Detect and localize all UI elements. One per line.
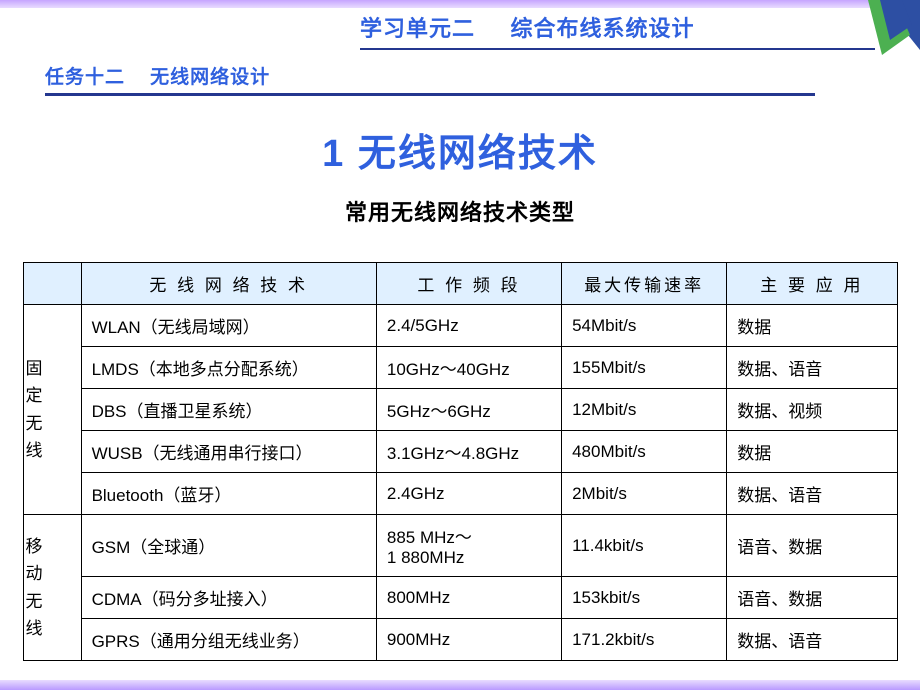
cell-band: 5GHz～6GHz bbox=[376, 389, 561, 431]
cell-rate: 153kbit/s bbox=[562, 577, 727, 619]
cell-app: 数据、语音 bbox=[727, 347, 897, 389]
table-row: Bluetooth（蓝牙）2.4GHz2Mbit/s数据、语音 bbox=[23, 473, 897, 515]
table-row: WUSB（无线通用串行接口）3.1GHz～4.8GHz480Mbit/s数据 bbox=[23, 431, 897, 473]
group-label-char: 无 bbox=[26, 410, 79, 437]
cell-tech: WLAN（无线局域网） bbox=[81, 305, 376, 347]
task-underline bbox=[45, 93, 815, 96]
unit-title: 学习单元二 综合布线系统设计 bbox=[360, 11, 695, 43]
cell-tech: WUSB（无线通用串行接口） bbox=[81, 431, 376, 473]
header-band: 工 作 频 段 bbox=[376, 263, 561, 305]
cell-band: 3.1GHz～4.8GHz bbox=[376, 431, 561, 473]
header-app: 主 要 应 用 bbox=[727, 263, 897, 305]
cell-rate: 54Mbit/s bbox=[562, 305, 727, 347]
cell-tech: CDMA（码分多址接入） bbox=[81, 577, 376, 619]
top-banner: 学习单元二 综合布线系统设计 bbox=[0, 0, 920, 50]
cell-tech: GPRS（通用分组无线业务） bbox=[81, 619, 376, 661]
cell-app: 数据 bbox=[727, 431, 897, 473]
unit-title-bar: 学习单元二 综合布线系统设计 bbox=[360, 8, 920, 46]
cell-app: 语音、数据 bbox=[727, 515, 897, 577]
corner-ornament-icon bbox=[850, 0, 920, 65]
group-label-char: 无 bbox=[26, 588, 79, 615]
cell-band: 2.4GHz bbox=[376, 473, 561, 515]
bottom-gradient-line bbox=[0, 680, 920, 690]
cell-rate: 155Mbit/s bbox=[562, 347, 727, 389]
cell-tech: DBS（直播卫星系统） bbox=[81, 389, 376, 431]
group-label-char: 定 bbox=[26, 382, 79, 409]
cell-tech: GSM（全球通） bbox=[81, 515, 376, 577]
table-header-row: 无 线 网 络 技 术 工 作 频 段 最大传输速率 主 要 应 用 bbox=[23, 263, 897, 305]
group-label-char: 移 bbox=[26, 533, 79, 560]
wireless-tech-table: 无 线 网 络 技 术 工 作 频 段 最大传输速率 主 要 应 用 固定无线W… bbox=[23, 262, 898, 661]
cell-band: 2.4/5GHz bbox=[376, 305, 561, 347]
group-label-char: 线 bbox=[26, 437, 79, 464]
cell-rate: 12Mbit/s bbox=[562, 389, 727, 431]
cell-rate: 2Mbit/s bbox=[562, 473, 727, 515]
group-label-char: 线 bbox=[26, 615, 79, 642]
cell-app: 数据、视频 bbox=[727, 389, 897, 431]
cell-app: 数据、语音 bbox=[727, 473, 897, 515]
header-tech: 无 线 网 络 技 术 bbox=[81, 263, 376, 305]
top-gradient-line bbox=[0, 0, 920, 8]
header-group bbox=[23, 263, 81, 305]
header-rate: 最大传输速率 bbox=[562, 263, 727, 305]
task-title: 任务十二 无线网络设计 bbox=[45, 67, 270, 88]
subtitle: 常用无线网络技术类型 bbox=[0, 195, 920, 227]
cell-tech: LMDS（本地多点分配系统） bbox=[81, 347, 376, 389]
main-title: 1 无线网络技术 bbox=[0, 122, 920, 177]
cell-app: 语音、数据 bbox=[727, 577, 897, 619]
cell-app: 数据、语音 bbox=[727, 619, 897, 661]
group-label-cell: 固定无线 bbox=[23, 305, 81, 515]
cell-band: 900MHz bbox=[376, 619, 561, 661]
cell-rate: 480Mbit/s bbox=[562, 431, 727, 473]
cell-rate: 171.2kbit/s bbox=[562, 619, 727, 661]
cell-band: 10GHz～40GHz bbox=[376, 347, 561, 389]
group-label-char: 固 bbox=[26, 355, 79, 382]
task-bar: 任务十二 无线网络设计 bbox=[45, 62, 920, 94]
cell-band: 800MHz bbox=[376, 577, 561, 619]
table-row: GPRS（通用分组无线业务）900MHz171.2kbit/s数据、语音 bbox=[23, 619, 897, 661]
cell-tech: Bluetooth（蓝牙） bbox=[81, 473, 376, 515]
unit-title-underline bbox=[360, 48, 875, 50]
cell-band: 885 MHz～ 1 880MHz bbox=[376, 515, 561, 577]
table-row: 固定无线WLAN（无线局域网）2.4/5GHz54Mbit/s数据 bbox=[23, 305, 897, 347]
cell-app: 数据 bbox=[727, 305, 897, 347]
table-row: CDMA（码分多址接入）800MHz153kbit/s语音、数据 bbox=[23, 577, 897, 619]
group-label-cell: 移动无线 bbox=[23, 515, 81, 661]
group-label-char: 动 bbox=[26, 560, 79, 587]
table-row: LMDS（本地多点分配系统）10GHz～40GHz155Mbit/s数据、语音 bbox=[23, 347, 897, 389]
table-row: 移动无线GSM（全球通）885 MHz～ 1 880MHz11.4kbit/s语… bbox=[23, 515, 897, 577]
cell-rate: 11.4kbit/s bbox=[562, 515, 727, 577]
table-row: DBS（直播卫星系统）5GHz～6GHz12Mbit/s数据、视频 bbox=[23, 389, 897, 431]
